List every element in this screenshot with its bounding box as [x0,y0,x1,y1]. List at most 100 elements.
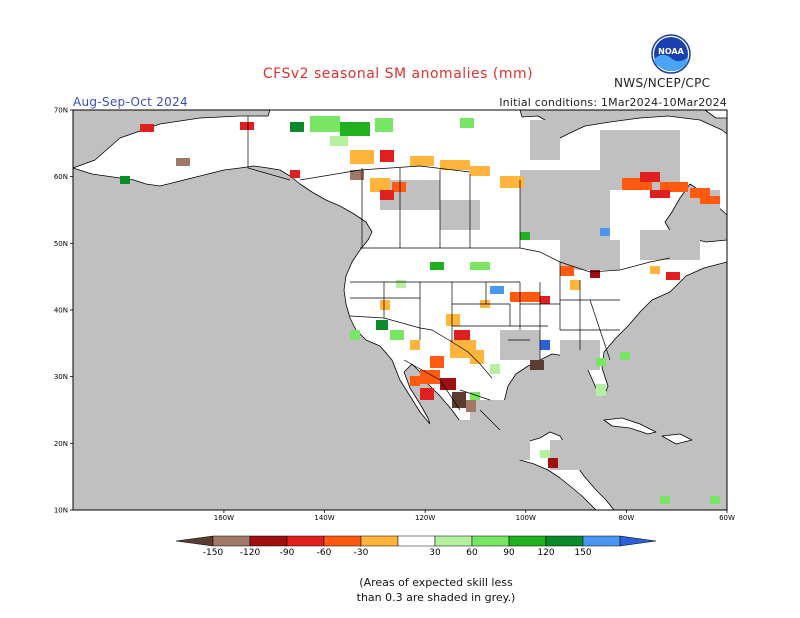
anomaly-cell [540,450,550,458]
anomaly-cell [548,458,558,468]
legend-tick-label: -120 [240,548,261,558]
noaa-logo: NOAA [651,34,691,74]
initial-conditions-label: Initial conditions: 1Mar2024-10Mar2024 [499,96,727,109]
legend-swatch [397,535,436,547]
low-skill-patch [530,120,560,160]
anomaly-cell [470,350,484,364]
lon-tick-label: 80W [618,514,634,522]
anomaly-cell [570,280,580,290]
lat-tick-label: 40N [54,307,68,315]
anomaly-cell [660,496,670,504]
anomaly-cell [470,166,490,176]
map-title: CFSv2 seasonal SM anomalies (mm) [262,66,534,82]
anomaly-cell [540,296,550,304]
footnote-line-1: (Areas of expected skill less [359,576,513,589]
low-skill-patch [330,230,360,250]
lat-tick-label: 20N [54,440,68,448]
anomaly-cell [600,228,610,236]
footnote-line-2: than 0.3 are shaded in grey.) [356,591,516,604]
low-skill-patch [440,200,480,230]
axes-layer: 10N 20N 30N 40N 50N 60N 70N 160W 140W 120W 100W 80W… [54,107,735,523]
anomaly-cell [446,314,460,326]
legend-swatch [545,535,584,547]
legend-tick-label: 150 [574,548,591,558]
legend-tick-label: -60 [317,548,332,558]
skill-footnote: (Areas of expected skill less than 0.3 a… [0,575,800,605]
anomaly-cell [375,118,393,132]
anomaly-cell [560,266,574,276]
forecast-period-label: Aug-Sep-Oct 2024 [73,95,188,109]
anomaly-cell [596,358,606,366]
anomaly-cell [410,156,434,166]
anomaly-cell [540,340,550,350]
anomaly-cell [140,124,154,132]
anomaly-cells [120,116,720,504]
anomaly-cell [430,262,444,270]
canada-province-lines [299,165,521,248]
legend-swatch [434,535,473,547]
anomaly-cell [420,370,440,384]
anomaly-cell [700,196,720,204]
legend-tick-label: -90 [280,548,295,558]
legend-tick-label: -150 [203,548,224,558]
anomaly-cell [470,392,480,400]
anomaly-cell [596,384,606,396]
anomaly-cell [120,176,130,184]
legend-tick-label: 90 [503,548,515,558]
anomaly-cell [290,170,300,178]
anomaly-cell [640,172,660,182]
anomaly-cell [350,170,364,180]
legend-swatch [212,535,251,547]
lon-tick-label: 140W [314,514,334,522]
anomaly-cell [392,182,406,192]
legend-arrow-low [175,535,214,547]
anomaly-cell [240,122,254,130]
anomaly-cell [490,286,504,294]
anomaly-cell [370,178,390,192]
anomaly-cell [650,190,670,198]
legend-swatch [360,535,399,547]
anomaly-cell [340,122,370,136]
anomaly-cell [470,262,490,270]
anomaly-cell [330,136,348,146]
low-skill-patch [560,240,620,270]
anomaly-cell [390,330,404,340]
lat-tick-label: 30N [54,373,68,381]
us-state-lines [350,262,620,361]
low-skill-patch [520,170,610,240]
anomaly-cell [350,330,360,340]
anomaly-cell [380,300,390,310]
legend-swatch [323,535,362,547]
anomaly-cell [420,388,434,400]
lat-tick-label: 70N [54,107,68,115]
anomaly-cell [510,292,540,302]
legend-arrow-high [619,535,657,547]
color-legend: -150 -120 -90 -60 -30 30 60 90 120 150 [175,535,657,558]
anomaly-cell [454,330,470,342]
cuba [603,417,657,435]
anomaly-cell [410,340,420,350]
anomaly-cell [380,190,394,200]
alaska-canada-border [247,116,291,181]
lon-tick-label: 60W [719,514,735,522]
anomaly-cell [440,378,456,390]
agency-label: NWS/NCEP/CPC [614,76,711,90]
lat-tick-label: 60N [54,173,68,181]
anomaly-cell [310,116,340,132]
legend-swatch [582,535,621,547]
low-skill-patch [640,230,700,260]
anomaly-cell [430,356,444,368]
lon-tick-label: 100W [516,514,536,522]
lat-tick-label: 50N [54,240,68,248]
legend-tick-label: -30 [354,548,369,558]
anomaly-cell [396,280,406,288]
anomaly-cell [460,118,474,128]
anomaly-cell [490,364,500,374]
anomaly-cell [290,122,304,132]
anomaly-cell [410,376,420,386]
anomaly-cell [440,160,470,170]
legend-swatch [471,535,510,547]
anomaly-cell [176,158,190,166]
lon-tick-label: 160W [214,514,234,522]
